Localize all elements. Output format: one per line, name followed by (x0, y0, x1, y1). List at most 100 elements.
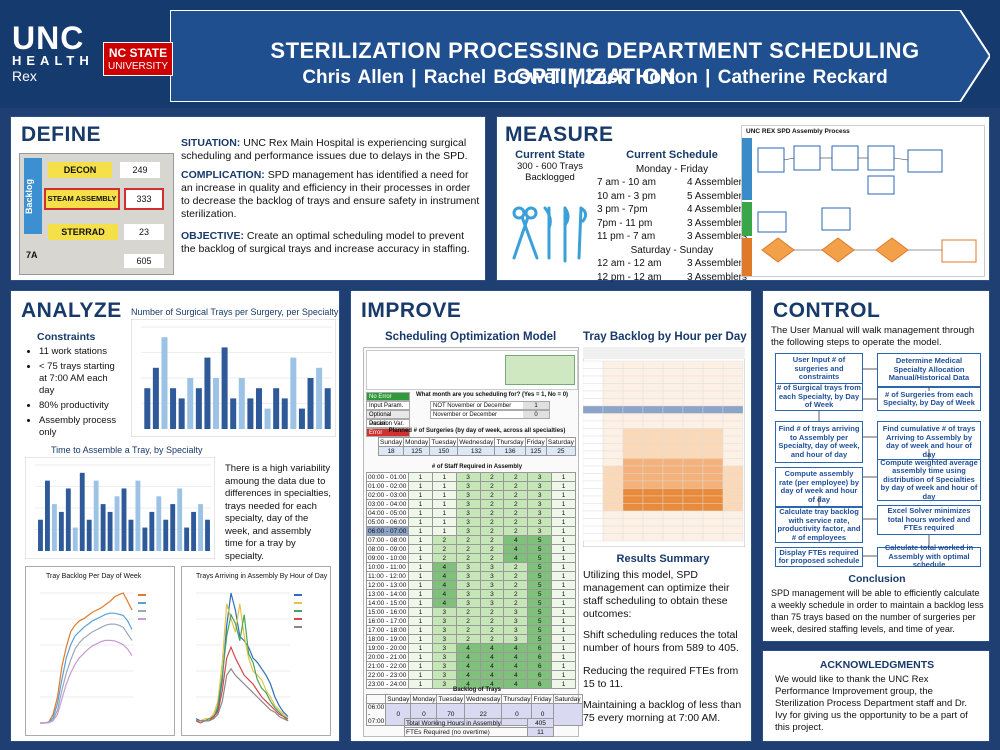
schedule-time: 3 pm - 7pm (597, 204, 648, 215)
staff-cell: 1 (551, 670, 576, 680)
poster-header: UNC HEALTH Rex NC STATE UNIVERSITY STERI… (0, 0, 1000, 108)
schedule-time: 11 pm - 7 am (597, 231, 656, 242)
fte-label: FTEs Required (no overtime) (404, 727, 528, 737)
schedule-row: 12 am - 12 am 3 Assemblers (597, 257, 747, 271)
current-state-block: Current State 300 - 600 Trays Backlogged (505, 149, 595, 183)
heat-cell (583, 503, 604, 512)
staff-cell: 1 (408, 598, 433, 608)
staff-cell: 2 (503, 562, 529, 572)
analyze-panel: ANALYZE Constraints 11 work stations < 75… (10, 290, 340, 742)
bar (170, 388, 177, 429)
model-header-grid (366, 350, 578, 390)
conclusion-text: SPD management will be able to efficient… (771, 588, 984, 634)
staff-cell: 3 (455, 580, 481, 590)
day-header: Monday (403, 437, 431, 447)
hour-label: 02:00 - 03:00 (366, 490, 409, 500)
heat-cell (722, 533, 744, 542)
heat-cell (702, 420, 724, 429)
heat-cell (602, 375, 624, 384)
staff-cell: 2 (503, 571, 529, 581)
legend-item: Decision Var. (366, 419, 410, 428)
staff-cell: 3 (431, 670, 457, 680)
surgical-instruments-icon (512, 206, 588, 263)
results-title: Results Summary (616, 553, 710, 565)
staff-cell: 1 (431, 517, 457, 527)
heat-cell (602, 360, 624, 369)
heat-cell (642, 383, 664, 392)
heat-cell (622, 360, 644, 369)
staff-cell: 5 (527, 616, 553, 626)
staff-cell: 1 (408, 616, 433, 626)
improve-panel: IMPROVE Scheduling Optimization Model Tr… (350, 290, 752, 742)
heat-cell (702, 495, 724, 504)
heat-cell (642, 510, 664, 519)
heat-cell (722, 510, 744, 519)
heat-cell (583, 533, 604, 542)
heat-cell (642, 435, 664, 444)
current-state-line1: 300 - 600 Trays (516, 161, 583, 172)
staff-cell: 1 (408, 535, 433, 545)
steam-assembly-count: 333 (124, 188, 164, 210)
heat-cell (602, 390, 624, 399)
staff-cell: 1 (431, 481, 457, 491)
heat-cell (602, 428, 624, 437)
staff-cell: 4 (479, 661, 505, 671)
control-intro: The User Manual will walk management thr… (771, 325, 975, 348)
bar (230, 398, 237, 429)
heat-cell (682, 383, 704, 392)
bar (152, 367, 159, 429)
day-header: Tuesday (429, 437, 459, 447)
staff-cell: 2 (479, 544, 505, 554)
planned-title: Planned # of Surgeries (by day of week, … (388, 428, 566, 434)
staff-cell: 1 (551, 472, 576, 482)
heat-cell (722, 405, 744, 414)
month-row-value: 0 (523, 411, 549, 418)
heat-cell (662, 435, 684, 444)
staff-cell: 2 (479, 607, 505, 617)
staff-cell: 1 (551, 661, 576, 671)
day-header: Friday (531, 694, 554, 704)
day-header: Wednesday (464, 694, 503, 704)
heat-cell (602, 525, 624, 534)
heat-cell (622, 533, 644, 542)
staff-cell: 3 (455, 499, 481, 509)
heat-cell (722, 473, 744, 482)
blank-cell (365, 694, 387, 704)
heat-cell (642, 533, 664, 542)
heat-cell (722, 420, 744, 429)
staff-cell: 3 (479, 589, 505, 599)
heat-cell (662, 450, 684, 459)
staff-cell: 1 (551, 679, 576, 689)
heat-cell (602, 458, 624, 467)
staff-cell: 2 (503, 481, 529, 491)
heat-cell (702, 525, 724, 534)
staff-cell: 3 (431, 607, 457, 617)
heat-cell (722, 488, 744, 497)
hour-label: 12:00 - 13:00 (366, 580, 409, 590)
heat-cell (682, 495, 704, 504)
control-title: CONTROL (773, 299, 881, 322)
heat-cell (682, 375, 704, 384)
heat-cell (662, 525, 684, 534)
constraints-title: Constraints (37, 331, 96, 343)
staff-cell: 5 (527, 535, 553, 545)
ncstate-text: NC STATE (108, 46, 168, 60)
staff-cell: 3 (431, 634, 457, 644)
total-hours-label: Total Working Hours in Assembly (404, 718, 528, 728)
board-7a-label: 7A (26, 250, 38, 260)
heat-cell (662, 473, 684, 482)
heat-cell (702, 398, 724, 407)
staff-cell: 2 (455, 544, 481, 554)
ncstate-logo: NC STATE UNIVERSITY (103, 42, 173, 76)
constraint-item: < 75 trays starting at 7:00 AM each day (39, 361, 121, 397)
trays-per-surgery-chart (131, 319, 336, 437)
totals-table: Total Working Hours in Assembly 405 FTEs … (404, 718, 554, 737)
day-header: Wednesday (457, 437, 496, 447)
heat-cell (602, 533, 624, 542)
staff-cell: 4 (431, 589, 457, 599)
heat-cell (642, 495, 664, 504)
staff-cell: 2 (455, 625, 481, 635)
heat-cell (662, 495, 684, 504)
logo-unc-text: UNC (12, 20, 85, 56)
heat-cell (622, 443, 644, 452)
